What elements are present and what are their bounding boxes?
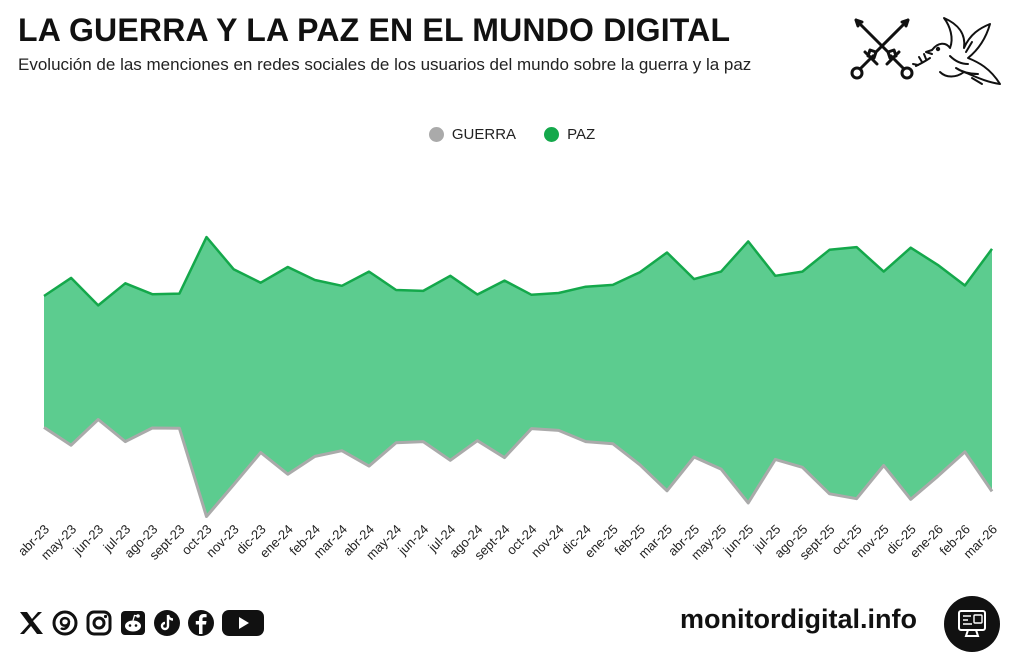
legend-label-paz: PAZ [567, 126, 596, 143]
x-icon[interactable] [16, 608, 46, 638]
war-peace-illustration [850, 17, 1001, 85]
page-subtitle: Evolución de las menciones en redes soci… [18, 55, 752, 74]
series-line-guerra [43, 418, 994, 518]
legend-item-paz[interactable]: PAZ [544, 126, 595, 143]
tiktok-icon[interactable] [152, 608, 182, 638]
series-line-paz [43, 235, 994, 307]
legend-label-guerra: GUERRA [451, 126, 517, 143]
x-axis-tick-labels: abr-23may-23jun-23jul-23ago-23sept-23oct… [15, 522, 1000, 563]
website-url[interactable]: monitordigital.info [680, 604, 917, 634]
area-fill [44, 237, 992, 517]
social-icons-bar [16, 608, 266, 638]
monitor-logo-icon [944, 596, 1000, 652]
dove-icon [912, 17, 1001, 85]
facebook-icon[interactable] [186, 608, 216, 638]
crossed-swords-icon [850, 18, 914, 80]
reddit-icon[interactable] [118, 608, 148, 638]
legend-dot-paz [544, 127, 560, 142]
x-tick-label: jun-25 [719, 522, 756, 559]
chart-legend: GUERRA PAZ [0, 126, 1024, 143]
youtube-icon[interactable] [220, 608, 266, 638]
plot-area [43, 235, 994, 518]
streamgraph-chart: abr-23may-23jun-23jul-23ago-23sept-23oct… [15, 235, 1000, 563]
instagram-icon[interactable] [84, 608, 114, 638]
x-tick-label: jun-24 [394, 522, 431, 559]
threads-icon[interactable] [50, 608, 80, 638]
page-title: LA GUERRA Y LA PAZ EN EL MUNDO DIGITAL [18, 12, 731, 48]
x-tick-label: jun-23 [69, 522, 106, 559]
legend-dot-guerra [428, 127, 444, 142]
legend-item-guerra[interactable]: GUERRA [428, 126, 517, 143]
